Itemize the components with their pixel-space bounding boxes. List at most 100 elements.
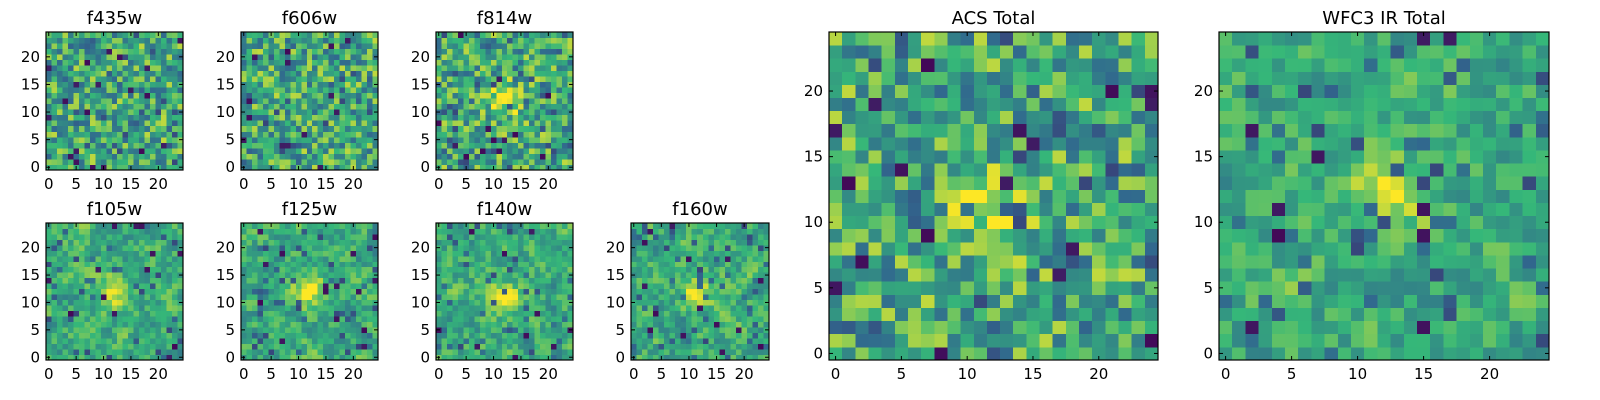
heatmap-cell — [960, 176, 975, 190]
heatmap-cell — [301, 76, 308, 83]
heatmap-cell — [345, 223, 351, 229]
heatmap-cell — [89, 125, 96, 132]
heatmap-cell — [46, 92, 52, 99]
heatmap-cell — [631, 233, 637, 240]
heatmap-cell — [111, 250, 118, 257]
heatmap-cell — [89, 305, 96, 312]
heatmap-cell — [67, 266, 74, 273]
heatmap-cell — [691, 327, 698, 333]
heatmap-cell — [117, 288, 124, 295]
heatmap-cell — [474, 120, 481, 127]
heatmap-cell — [128, 349, 135, 355]
heatmap-cell — [529, 131, 536, 138]
heatmap-cell — [172, 255, 178, 262]
heatmap-cell — [246, 354, 253, 361]
heatmap-cell — [356, 70, 362, 77]
heatmap-cell — [664, 343, 671, 350]
heatmap-cell — [468, 349, 475, 355]
heatmap-cell — [664, 283, 671, 290]
heatmap-cell — [356, 299, 362, 306]
heatmap-cell — [62, 98, 69, 105]
heatmap-cell — [556, 310, 563, 317]
heatmap-cell — [128, 81, 135, 88]
heatmap-cell — [556, 92, 563, 99]
heatmap-cell — [1052, 241, 1067, 256]
heatmap-cell — [631, 239, 637, 246]
heatmap-cell — [960, 307, 975, 322]
heatmap-cell — [117, 37, 124, 44]
heatmap-cell — [295, 266, 302, 273]
heatmap-cell — [257, 109, 264, 116]
heatmap-cell — [111, 305, 118, 312]
heatmap-cell — [452, 109, 459, 116]
heatmap-cell — [111, 349, 118, 355]
heatmap-cell — [328, 228, 335, 235]
heatmap-cell — [323, 233, 330, 240]
heatmap-cell — [653, 294, 659, 301]
heatmap-cell — [463, 310, 470, 317]
heatmap-cell — [1131, 346, 1146, 361]
heatmap-cell — [273, 233, 280, 240]
heatmap-cell — [372, 59, 379, 66]
heatmap-cell — [907, 255, 922, 269]
heatmap-cell — [973, 202, 988, 217]
heatmap-cell — [636, 349, 643, 355]
heatmap-cell — [1144, 255, 1159, 269]
heatmap-cell — [474, 327, 481, 333]
heatmap-cell — [735, 321, 742, 328]
heatmap-cell — [468, 158, 475, 165]
heatmap-cell — [1131, 241, 1146, 256]
heatmap-cell — [523, 354, 530, 361]
heatmap-cell — [100, 65, 107, 72]
heatmap-cell — [334, 272, 341, 279]
heatmap-cell — [95, 48, 102, 55]
heatmap-cell — [106, 131, 113, 138]
heatmap-cell — [166, 37, 173, 44]
heatmap-cell — [133, 103, 140, 110]
heatmap-cell — [457, 255, 464, 262]
heatmap-cell — [763, 233, 770, 240]
heatmap-cell — [868, 163, 883, 177]
heatmap-cell — [339, 310, 346, 317]
heatmap-cell — [741, 250, 748, 257]
heatmap-cell — [67, 98, 74, 105]
heatmap-cell — [117, 343, 124, 350]
heatmap-cell — [567, 255, 574, 262]
heatmap-cell — [317, 294, 324, 301]
heatmap-cell — [367, 294, 373, 301]
heatmap-cell — [144, 294, 151, 301]
heatmap-cell — [518, 43, 525, 49]
heatmap-cell — [567, 59, 574, 66]
y-tick-label: 0 — [420, 158, 430, 176]
heatmap-cell — [868, 255, 883, 269]
heatmap-cell — [268, 277, 275, 284]
heatmap-cell — [697, 255, 704, 262]
heatmap-cell — [172, 54, 178, 60]
heatmap-cell — [84, 244, 91, 251]
heatmap-cell — [907, 281, 922, 295]
heatmap-cell — [664, 244, 671, 251]
heatmap-cell — [133, 283, 140, 290]
heatmap-cell — [540, 87, 546, 94]
heatmap-cell — [441, 153, 448, 160]
heatmap-cell — [106, 277, 113, 284]
heatmap-cell — [490, 310, 497, 317]
heatmap-cell — [446, 261, 453, 268]
heatmap-cell — [523, 338, 530, 344]
heatmap-cell — [540, 294, 546, 301]
heatmap-cell — [474, 87, 481, 94]
heatmap-cell — [518, 109, 525, 116]
heatmap-cell — [518, 136, 525, 143]
heatmap-cell — [172, 305, 178, 312]
heatmap-cell — [1092, 346, 1106, 361]
heatmap-cell — [78, 272, 85, 279]
heatmap-cell — [551, 54, 557, 60]
heatmap-cell — [328, 54, 335, 60]
heatmap-cell — [334, 87, 341, 94]
heatmap-cell — [133, 354, 140, 361]
heatmap-cell — [268, 266, 275, 273]
heatmap-cell — [763, 239, 770, 246]
heatmap-cell — [273, 277, 280, 284]
heatmap-cell — [106, 158, 113, 165]
heatmap-cell — [452, 239, 459, 246]
